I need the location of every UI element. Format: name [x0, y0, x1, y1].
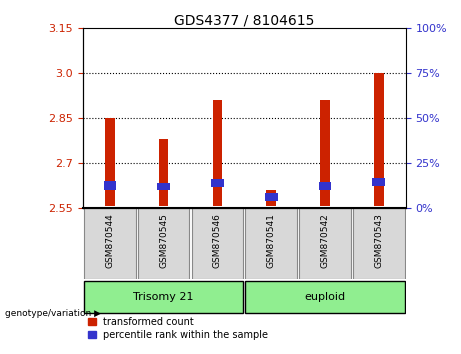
Bar — [372, 178, 385, 186]
Bar — [266, 190, 276, 206]
Legend: transformed count, percentile rank within the sample: transformed count, percentile rank withi… — [88, 317, 268, 339]
Title: GDS4377 / 8104615: GDS4377 / 8104615 — [174, 13, 314, 27]
Bar — [211, 179, 224, 187]
Bar — [213, 100, 222, 206]
Bar — [319, 182, 331, 190]
FancyBboxPatch shape — [299, 208, 351, 279]
Bar — [374, 73, 384, 206]
Text: GSM870544: GSM870544 — [106, 213, 114, 268]
FancyBboxPatch shape — [245, 208, 297, 279]
Text: GSM870542: GSM870542 — [320, 213, 330, 268]
FancyBboxPatch shape — [353, 208, 405, 279]
FancyBboxPatch shape — [138, 208, 189, 279]
Bar — [265, 193, 278, 201]
Bar — [157, 183, 170, 190]
Text: GSM870543: GSM870543 — [374, 213, 383, 268]
FancyBboxPatch shape — [84, 281, 243, 313]
Bar — [320, 100, 330, 206]
Bar — [105, 118, 115, 206]
Text: Trisomy 21: Trisomy 21 — [133, 292, 194, 302]
FancyBboxPatch shape — [192, 208, 243, 279]
Text: GSM870541: GSM870541 — [267, 213, 276, 268]
Bar — [104, 181, 116, 190]
FancyBboxPatch shape — [84, 208, 136, 279]
Text: genotype/variation ▶: genotype/variation ▶ — [5, 309, 100, 318]
Text: GSM870545: GSM870545 — [159, 213, 168, 268]
Bar — [159, 139, 168, 206]
Text: GSM870546: GSM870546 — [213, 213, 222, 268]
FancyBboxPatch shape — [245, 281, 405, 313]
Text: euploid: euploid — [304, 292, 346, 302]
